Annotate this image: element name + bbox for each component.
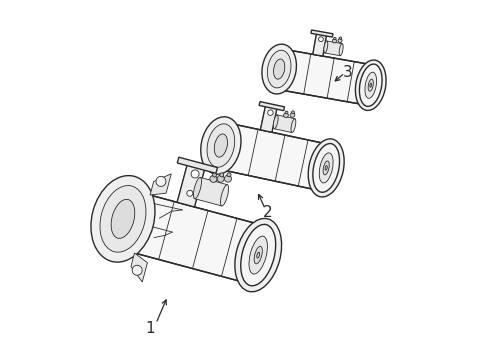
Ellipse shape: [111, 199, 135, 238]
Ellipse shape: [369, 83, 371, 87]
Ellipse shape: [291, 111, 294, 114]
Text: 2: 2: [263, 204, 272, 220]
Polygon shape: [274, 115, 294, 132]
Ellipse shape: [367, 79, 372, 91]
Ellipse shape: [217, 175, 224, 182]
Polygon shape: [221, 123, 330, 191]
Ellipse shape: [132, 265, 142, 275]
Ellipse shape: [333, 37, 335, 40]
Text: 1: 1: [145, 321, 154, 336]
Ellipse shape: [323, 161, 328, 175]
Ellipse shape: [254, 246, 262, 264]
Ellipse shape: [234, 219, 281, 292]
Polygon shape: [312, 32, 326, 56]
Ellipse shape: [224, 175, 231, 182]
Ellipse shape: [212, 173, 216, 177]
Ellipse shape: [318, 37, 323, 42]
Ellipse shape: [186, 190, 192, 196]
Text: 3: 3: [343, 65, 352, 80]
Ellipse shape: [226, 173, 230, 177]
Ellipse shape: [332, 39, 336, 43]
Polygon shape: [150, 174, 171, 195]
Ellipse shape: [273, 115, 278, 129]
Ellipse shape: [339, 37, 341, 39]
Ellipse shape: [323, 41, 327, 53]
Ellipse shape: [262, 44, 296, 94]
Ellipse shape: [325, 166, 326, 170]
Ellipse shape: [267, 110, 273, 116]
Polygon shape: [260, 104, 277, 132]
Ellipse shape: [267, 50, 290, 88]
Ellipse shape: [364, 72, 376, 98]
Ellipse shape: [339, 44, 343, 56]
Ellipse shape: [193, 177, 201, 199]
Polygon shape: [124, 193, 265, 284]
Ellipse shape: [307, 139, 344, 197]
Ellipse shape: [290, 119, 295, 132]
Polygon shape: [177, 162, 205, 207]
Polygon shape: [259, 102, 284, 111]
Polygon shape: [280, 50, 373, 105]
Polygon shape: [324, 41, 342, 56]
Ellipse shape: [289, 113, 294, 117]
Polygon shape: [310, 30, 332, 37]
Ellipse shape: [209, 175, 217, 183]
Ellipse shape: [100, 185, 146, 252]
Ellipse shape: [359, 64, 381, 106]
Ellipse shape: [248, 236, 267, 274]
Ellipse shape: [200, 117, 241, 174]
Ellipse shape: [214, 134, 227, 157]
Ellipse shape: [256, 252, 259, 258]
Polygon shape: [177, 157, 217, 174]
Ellipse shape: [220, 185, 228, 206]
Ellipse shape: [337, 39, 342, 42]
Polygon shape: [131, 253, 147, 282]
Ellipse shape: [219, 173, 224, 177]
Ellipse shape: [240, 224, 275, 286]
Ellipse shape: [273, 59, 284, 79]
Ellipse shape: [363, 64, 377, 106]
Ellipse shape: [319, 153, 332, 183]
Ellipse shape: [206, 124, 234, 167]
Ellipse shape: [156, 176, 165, 186]
Ellipse shape: [246, 225, 269, 285]
Ellipse shape: [355, 60, 386, 111]
Ellipse shape: [91, 176, 155, 262]
Ellipse shape: [317, 144, 334, 192]
Ellipse shape: [285, 111, 287, 114]
Ellipse shape: [283, 113, 288, 117]
Ellipse shape: [312, 144, 339, 192]
Ellipse shape: [191, 170, 199, 178]
Polygon shape: [194, 177, 227, 206]
